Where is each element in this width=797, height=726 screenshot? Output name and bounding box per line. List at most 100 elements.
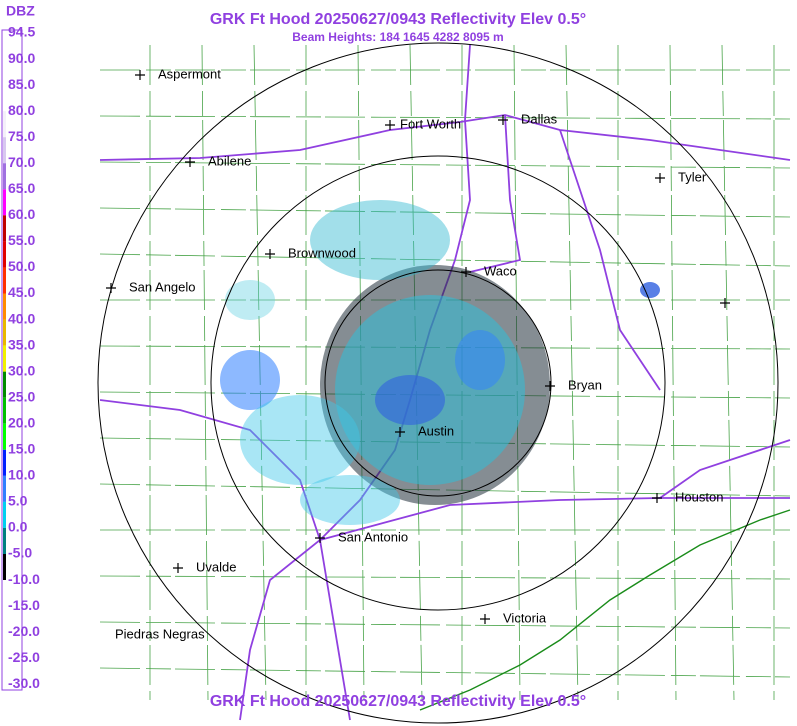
- legend-swatch: [3, 189, 6, 216]
- interstate: [319, 539, 351, 721]
- legend-label: 65.0: [8, 180, 35, 196]
- legend-swatch: [3, 632, 6, 659]
- legend-swatch: [3, 606, 6, 633]
- city-label: Tyler: [678, 169, 707, 184]
- city-label: Brownwood: [288, 245, 356, 260]
- legend-label: 94.5: [8, 24, 35, 40]
- legend-swatch: [3, 319, 6, 346]
- legend-swatch: [3, 397, 6, 424]
- legend-frame: [1, 29, 23, 691]
- echo-blob: [455, 330, 505, 390]
- cities: Aspermont Abilene Fort Worth Dallas Tyler Bro…: [106, 66, 730, 641]
- city-marker: [265, 249, 275, 259]
- city-label: Uvalde: [196, 559, 236, 574]
- echo-blob: [300, 475, 400, 525]
- legend-swatch: [3, 293, 6, 320]
- legend-label: 30.0: [8, 362, 35, 378]
- echo-blob: [375, 375, 445, 425]
- legend-label: -5.0: [8, 545, 32, 561]
- legend-label: 80.0: [8, 102, 35, 118]
- legend-label: 75.0: [8, 128, 35, 144]
- legend-swatch: [3, 554, 6, 581]
- city-marker: [461, 267, 471, 277]
- legend-swatch: [3, 475, 6, 502]
- legend-swatch: [3, 345, 6, 372]
- legend-label: 55.0: [8, 232, 35, 248]
- legend-label: 10.0: [8, 467, 35, 483]
- interstate: [469, 114, 522, 273]
- city-marker: [315, 533, 325, 543]
- city-label: Victoria: [503, 610, 547, 625]
- legend-swatch: [3, 215, 6, 242]
- legend-label: -30.0: [8, 675, 40, 691]
- city-label: San Antonio: [338, 529, 408, 544]
- legend-label: 70.0: [8, 154, 35, 170]
- legend-swatch: [3, 501, 6, 528]
- legend: DBZ 94.5 90.0 85.0 80.0 75.0 70.0 65.0 60.0 55.0…: [1, 3, 40, 691]
- city-marker: [720, 298, 730, 308]
- legend-swatch: [3, 580, 6, 607]
- city-marker: [652, 493, 662, 503]
- city-label: Abilene: [208, 153, 251, 168]
- city-label: Fort Worth: [400, 116, 461, 131]
- subtitle: Beam Heights: 184 1645 4282 8095 m: [292, 30, 503, 44]
- legend-swatch: [3, 371, 6, 398]
- city-label: Piedras Negras: [115, 626, 205, 641]
- city-label: Waco: [484, 263, 517, 278]
- city-label: Austin: [418, 423, 454, 438]
- legend-label: 60.0: [8, 206, 35, 222]
- legend-swatch: [3, 241, 6, 268]
- interstate: [99, 114, 791, 161]
- coastline: [419, 509, 791, 711]
- legend-swatch: [3, 163, 6, 190]
- echo-blob: [310, 200, 450, 280]
- city-marker: [185, 157, 195, 167]
- legend-swatch: [3, 33, 6, 60]
- city-label: San Angelo: [129, 279, 196, 294]
- echo-blob: [220, 350, 280, 410]
- legend-swatch: [3, 423, 6, 450]
- footer-title: GRK Ft Hood 20250627/0943 Reflectivity E…: [210, 693, 586, 710]
- legend-label: 25.0: [8, 388, 35, 404]
- legend-label: -20.0: [8, 623, 40, 639]
- radar-echoes: [220, 200, 660, 525]
- interstate: [319, 497, 790, 541]
- interstate: [659, 439, 791, 499]
- echo-blob: [240, 395, 360, 485]
- city-marker: [385, 120, 395, 130]
- legend-label: 20.0: [8, 414, 35, 430]
- range-rings: [97, 42, 779, 724]
- legend-swatch: [3, 137, 6, 164]
- city-marker: [480, 614, 490, 624]
- city-label: Houston: [675, 489, 723, 504]
- city-marker: [545, 381, 555, 391]
- legend-label: 0.0: [8, 519, 28, 535]
- legend-label: 85.0: [8, 76, 35, 92]
- legend-title: DBZ: [6, 3, 35, 19]
- city-marker: [173, 563, 183, 573]
- legend-swatch: [3, 111, 6, 138]
- legend-swatch: [3, 527, 6, 554]
- legend-label: 50.0: [8, 258, 35, 274]
- legend-swatch: [3, 658, 6, 685]
- legend-swatch: [3, 59, 6, 86]
- city-label: Bryan: [568, 377, 602, 392]
- city-label: Dallas: [521, 111, 558, 126]
- legend-label: 45.0: [8, 284, 35, 300]
- legend-label: 35.0: [8, 336, 35, 352]
- legend-swatch: [3, 449, 6, 476]
- legend-label: 5.0: [8, 493, 28, 509]
- interstate: [99, 399, 321, 541]
- city-marker: [395, 427, 405, 437]
- echo-blob: [225, 280, 275, 320]
- city-marker: [106, 283, 116, 293]
- legend-swatch: [3, 85, 6, 112]
- interstate: [559, 129, 661, 391]
- legend-label: 40.0: [8, 310, 35, 326]
- city-label: Aspermont: [158, 66, 221, 81]
- legend-label: -10.0: [8, 571, 40, 587]
- city-marker: [135, 70, 145, 80]
- legend-label: 15.0: [8, 441, 35, 457]
- title: GRK Ft Hood 20250627/0943 Reflectivity E…: [210, 11, 586, 28]
